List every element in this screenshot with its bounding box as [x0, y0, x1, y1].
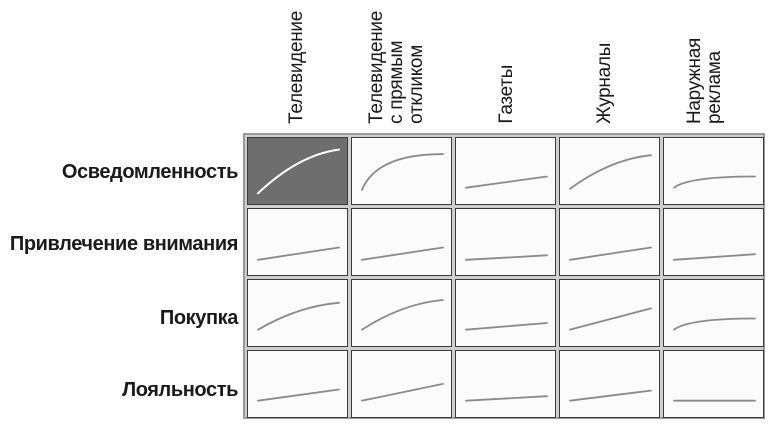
response-curve [569, 154, 652, 190]
response-curve [465, 322, 548, 331]
response-curve-svg [361, 153, 444, 191]
response-curve [569, 389, 652, 402]
grid-cell [559, 350, 660, 418]
response-curve [673, 175, 756, 189]
response-curve-svg [257, 246, 340, 261]
response-curve [361, 382, 444, 402]
response-curve-svg [673, 253, 756, 261]
grid-cell [351, 137, 452, 205]
column-header-direct-response-tv: Телевидение с прямым откликом [347, 0, 451, 128]
response-curve-svg [257, 148, 340, 195]
response-curve-svg [569, 307, 652, 331]
response-curve [257, 148, 340, 195]
response-curve-svg [361, 246, 444, 261]
column-header-outdoor: Наружная реклама [659, 0, 763, 128]
column-header-magazines: Журналы [555, 0, 659, 128]
grid-cell [247, 279, 348, 347]
grid-cell [559, 137, 660, 205]
response-curve [465, 175, 548, 189]
response-curve-svg [465, 322, 548, 331]
response-curve-svg [673, 317, 756, 331]
response-curve [673, 253, 756, 261]
response-curve-svg [673, 399, 756, 402]
grid-cell [455, 279, 556, 347]
response-curve-svg [257, 388, 340, 402]
column-label: Наружная реклама [684, 37, 725, 124]
response-curve-svg [569, 246, 652, 261]
grid-cell [247, 137, 348, 205]
response-curve-svg [673, 175, 756, 189]
response-curve-svg [569, 389, 652, 402]
grid-cell [247, 208, 348, 276]
column-label: Журналы [594, 43, 615, 124]
response-curve [257, 388, 340, 402]
grid-cell [351, 208, 452, 276]
grid-cell [351, 350, 452, 418]
response-curve-svg [569, 154, 652, 190]
grid-cell [663, 350, 764, 418]
response-curve-svg [361, 299, 444, 331]
response-curve [361, 299, 444, 331]
grid-cell [351, 279, 452, 347]
response-curve [465, 254, 548, 261]
column-header-newspapers: Газеты [451, 0, 555, 128]
grid-cell [455, 137, 556, 205]
response-curve-svg [465, 395, 548, 402]
effectiveness-grid [243, 133, 765, 419]
grid-cell [455, 350, 556, 418]
response-curve-svg [257, 301, 340, 331]
row-label-loyalty: Лояльность [122, 379, 238, 401]
grid-cell [559, 279, 660, 347]
grid-cell [663, 279, 764, 347]
grid-cell [247, 350, 348, 418]
row-label-attention: Привлечение внимания [9, 233, 239, 255]
response-curve [569, 307, 652, 331]
column-label: Газеты [496, 65, 517, 124]
response-curve [257, 246, 340, 261]
row-label-awareness: Осведомленность [61, 161, 239, 183]
grid-cell [663, 137, 764, 205]
response-curve [465, 395, 548, 402]
response-curve [361, 246, 444, 261]
grid-cell [663, 208, 764, 276]
row-label-purchase: Покупка [159, 307, 239, 329]
response-curve [361, 153, 444, 191]
grid-cell [455, 208, 556, 276]
grid-cell [559, 208, 660, 276]
response-curve [257, 301, 340, 331]
response-curve [673, 317, 756, 331]
response-curve-svg [465, 175, 548, 189]
column-label: Телевидение [286, 11, 307, 124]
response-curve-svg [465, 254, 548, 261]
column-header-tv: Телевидение [243, 0, 347, 128]
column-label: Телевидение с прямым откликом [366, 11, 427, 124]
response-curve-svg [361, 382, 444, 402]
response-curve [569, 246, 652, 261]
